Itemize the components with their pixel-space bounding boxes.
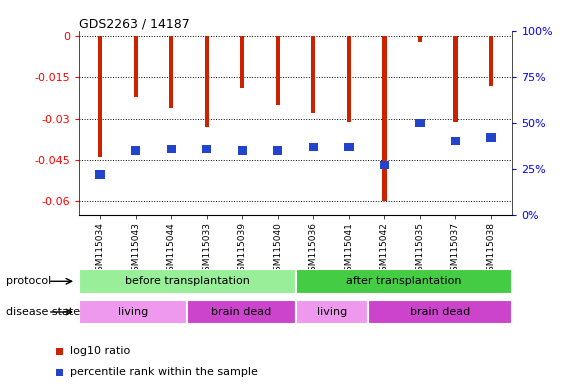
Bar xyxy=(486,134,495,142)
Bar xyxy=(169,36,173,108)
Bar xyxy=(276,36,280,105)
Bar xyxy=(296,300,368,324)
Bar xyxy=(453,36,458,121)
Bar xyxy=(311,36,315,113)
Bar xyxy=(98,36,102,157)
Text: percentile rank within the sample: percentile rank within the sample xyxy=(70,367,258,377)
Bar xyxy=(418,36,422,42)
Bar xyxy=(133,36,138,97)
Bar xyxy=(240,36,244,88)
Bar xyxy=(187,300,296,324)
Text: protocol: protocol xyxy=(6,276,51,286)
Text: brain dead: brain dead xyxy=(211,307,271,317)
Bar xyxy=(204,36,209,127)
Text: before transplantation: before transplantation xyxy=(125,276,249,286)
Bar xyxy=(273,146,283,155)
Text: living: living xyxy=(316,307,347,317)
Bar xyxy=(368,300,512,324)
Text: brain dead: brain dead xyxy=(410,307,470,317)
Bar xyxy=(489,36,493,86)
Bar xyxy=(296,269,512,294)
Bar xyxy=(347,36,351,121)
Bar xyxy=(451,137,460,146)
Text: living: living xyxy=(118,307,148,317)
Bar xyxy=(344,143,354,151)
Bar xyxy=(382,36,387,201)
Bar xyxy=(167,144,176,153)
Bar xyxy=(79,269,296,294)
Bar xyxy=(79,300,187,324)
Bar xyxy=(415,119,425,127)
Bar xyxy=(309,143,318,151)
Bar xyxy=(96,170,105,179)
Bar xyxy=(379,161,389,169)
Bar xyxy=(238,146,247,155)
Text: log10 ratio: log10 ratio xyxy=(70,346,131,356)
Bar xyxy=(202,144,212,153)
Text: after transplantation: after transplantation xyxy=(346,276,462,286)
Text: GDS2263 / 14187: GDS2263 / 14187 xyxy=(79,17,190,30)
Text: disease state: disease state xyxy=(6,307,80,317)
Bar xyxy=(131,146,140,155)
